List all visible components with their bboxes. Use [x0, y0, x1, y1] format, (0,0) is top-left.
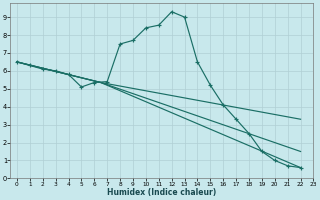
X-axis label: Humidex (Indice chaleur): Humidex (Indice chaleur) [108, 188, 217, 197]
